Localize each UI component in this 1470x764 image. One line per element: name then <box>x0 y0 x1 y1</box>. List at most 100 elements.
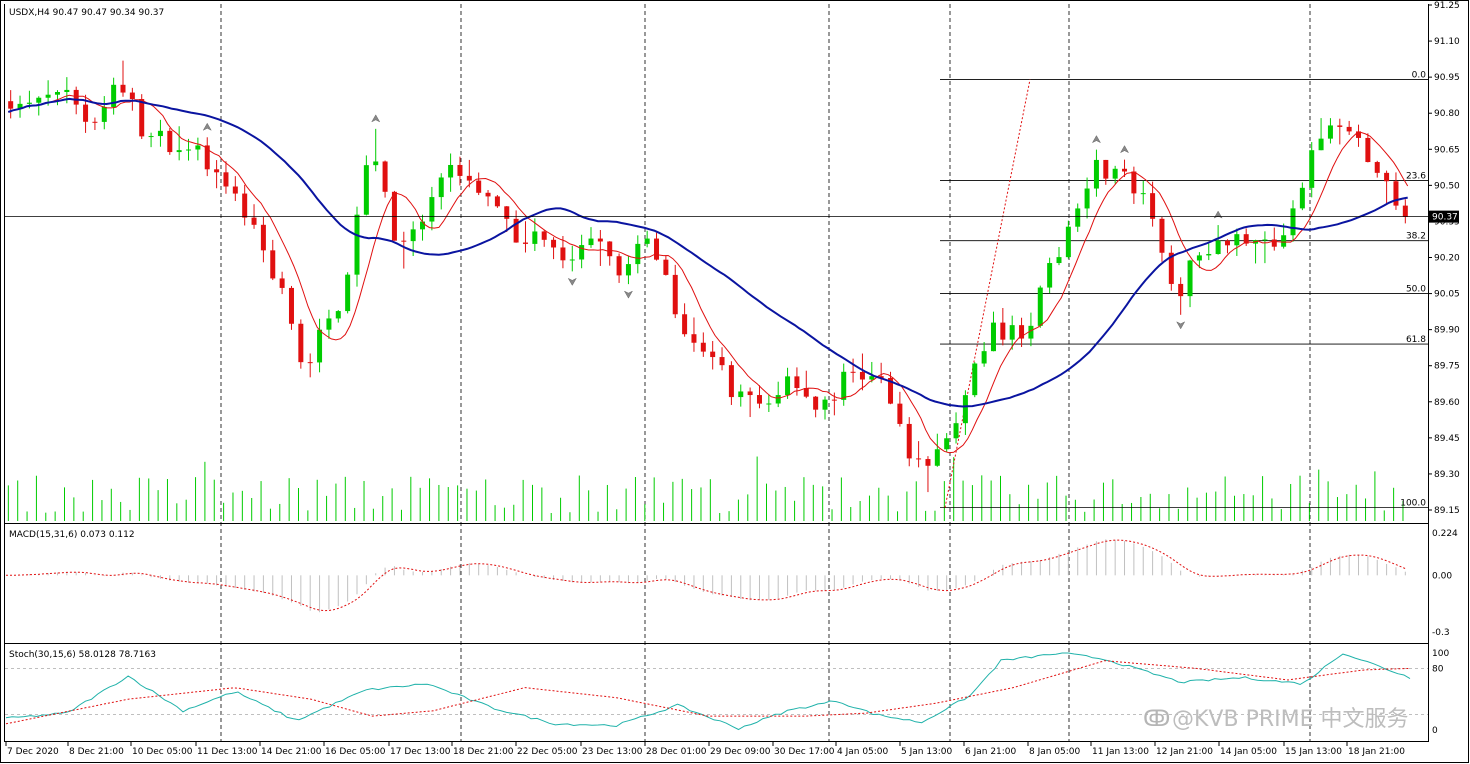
vertical-separators <box>220 4 1311 741</box>
fibonacci-retracement[interactable]: 0.0 23.6 38.2 50.0 61.8 100.0 <box>940 71 1428 509</box>
candle-body <box>1327 125 1333 139</box>
candle-body <box>1093 159 1099 189</box>
candle-body <box>457 164 463 176</box>
time-tick-label: 10 Dec 05:00 <box>132 747 193 757</box>
candle-body <box>1206 254 1212 256</box>
candle-body <box>157 130 163 137</box>
time-tick-label: 28 Dec 01:00 <box>646 747 707 757</box>
fib-trend-line <box>944 79 1031 508</box>
candle-body <box>242 193 248 218</box>
ma-slow-line <box>7 97 1408 408</box>
stoch-tick-label: 80 <box>1432 664 1444 674</box>
candle-body <box>878 376 884 378</box>
time-tick-label: 18 Jan 21:00 <box>1348 747 1405 757</box>
candle-body <box>803 388 809 397</box>
stochastic-panel[interactable]: 100 80 0 <box>5 649 1449 736</box>
macd-tick-label: 0.224 <box>1432 529 1458 539</box>
candle-body <box>1196 255 1202 261</box>
candle-body <box>654 238 660 260</box>
price-tick-label: 90.05 <box>1434 290 1460 300</box>
candle-body <box>1150 193 1156 219</box>
fib-level-label: 23.6 <box>1406 172 1426 182</box>
candle-body <box>635 243 641 265</box>
candle-body <box>888 377 894 404</box>
candle-body <box>1075 208 1081 227</box>
candle-body <box>1384 172 1390 182</box>
moving-averages <box>7 94 1409 454</box>
time-tick-label: 22 Dec 05:00 <box>517 747 578 757</box>
candle-body <box>522 242 528 244</box>
current-price-box <box>1429 210 1459 223</box>
fractal-down-marker <box>1176 321 1186 330</box>
candle-body <box>597 238 603 242</box>
candle-body <box>1402 205 1408 217</box>
candle-body <box>1215 240 1221 255</box>
candle-body <box>1187 260 1193 297</box>
candle-body <box>167 130 173 153</box>
candle-body <box>260 224 266 251</box>
fractal-down-marker <box>567 277 577 286</box>
candle-body <box>1000 322 1006 340</box>
candle-body <box>700 342 706 352</box>
candle-body <box>916 458 922 460</box>
fib-level-label: 38.2 <box>1406 232 1426 242</box>
candle-body <box>83 104 89 122</box>
time-tick-label: 15 Jan 13:00 <box>1285 747 1342 757</box>
stoch-signal-line <box>5 660 1411 725</box>
candle-body <box>747 391 753 396</box>
candle-body <box>1281 235 1287 247</box>
candle-body <box>607 241 613 257</box>
candle-body <box>307 362 313 364</box>
candle-body <box>934 449 940 466</box>
candle-body <box>120 84 126 93</box>
candle-body <box>476 180 482 193</box>
time-tick-label: 5 Jan 13:00 <box>901 747 953 757</box>
candle-body <box>335 311 341 319</box>
price-tick-label: 90.95 <box>1434 73 1460 83</box>
candle-body <box>148 136 154 138</box>
price-tick-label: 89.90 <box>1434 326 1460 336</box>
candle-body <box>616 256 622 276</box>
candle-body <box>17 103 23 109</box>
stoch-header: Stoch(30,15,6) 58.0128 78.7163 <box>9 650 156 660</box>
candle-body <box>1337 125 1343 127</box>
candle-body <box>251 217 257 225</box>
candle-body <box>841 371 847 400</box>
price-tick-label: 90.50 <box>1434 181 1460 191</box>
price-tick-label: 90.20 <box>1434 254 1460 264</box>
time-tick-label: 18 Dec 21:00 <box>453 747 514 757</box>
candle-body <box>710 351 716 358</box>
candle-body <box>766 403 772 405</box>
fib-level-label: 61.8 <box>1406 335 1426 345</box>
candle-body <box>691 334 697 343</box>
candle-body <box>288 287 294 324</box>
macd-panel[interactable]: 0.224 0.00 -0.3 <box>5 529 1458 638</box>
candle-body <box>429 197 435 222</box>
candle-body <box>1159 218 1165 253</box>
candle-body <box>775 395 781 404</box>
candle-body <box>382 161 388 192</box>
candle-body <box>279 278 285 288</box>
candle-body <box>101 106 107 122</box>
candle-body <box>92 121 98 123</box>
candle-body <box>298 323 304 363</box>
fractal-up-marker <box>371 114 381 123</box>
candle-body <box>813 396 819 410</box>
candle-body <box>1056 257 1062 264</box>
macd-tick-label: -0.3 <box>1432 628 1450 638</box>
candle-body <box>1122 168 1128 172</box>
candle-body <box>1393 181 1399 206</box>
current-price-label: 90.37 <box>1432 213 1458 223</box>
candle-body <box>326 318 332 330</box>
time-tick-label: 14 Dec 21:00 <box>261 747 322 757</box>
candle-body <box>1299 187 1305 209</box>
candle-body <box>682 314 688 335</box>
time-tick-label: 7 Dec 2020 <box>7 747 59 757</box>
candle-body <box>73 89 79 105</box>
candle-body <box>1356 131 1362 138</box>
candle-body <box>1234 234 1240 246</box>
time-axis[interactable]: 7 Dec 2020 8 Dec 21:00 10 Dec 05:00 11 Dec … <box>5 742 1405 757</box>
candle-body <box>485 192 491 197</box>
time-tick-label: 12 Jan 21:00 <box>1156 747 1213 757</box>
